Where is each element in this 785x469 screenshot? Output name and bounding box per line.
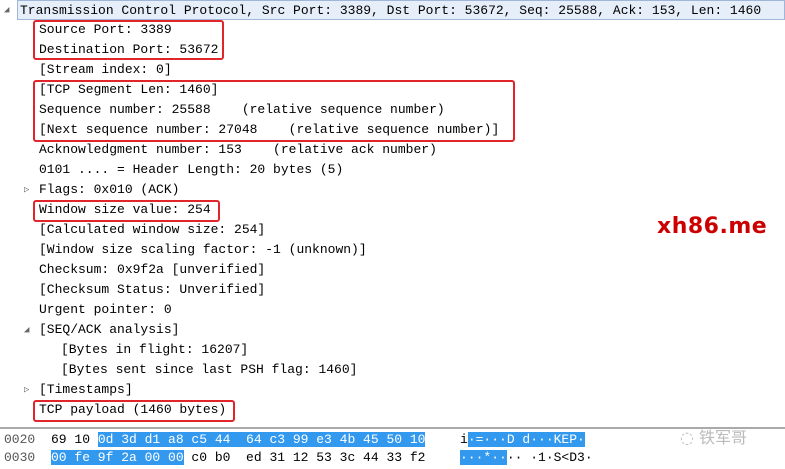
wechat-watermark-text: 铁军哥 [699,428,748,447]
hex-bytes-selhex[interactable]: 0d 3d d1 a8 c5 44 64 c3 99 e3 4b 45 50 1… [97,432,426,447]
collapsed-triangle-icon[interactable]: ▷ [24,185,30,195]
hex-bytes[interactable]: 69 10 0d 3d d1 a8 c5 44 64 c3 99 e3 4b 4… [51,431,426,449]
hex-bytes-plain[interactable]: 69 10 [51,432,98,447]
tree-item[interactable]: [TCP Segment Len: 1460] [39,82,219,97]
tree-item[interactable]: [Window size scaling factor: -1 (unknown… [39,242,367,257]
hex-bytes[interactable]: 00 fe 9f 2a 00 00 c0 b0 ed 31 12 53 3c 4… [51,449,425,467]
ascii-ascii_plain[interactable]: i [460,432,468,447]
highlight-box-window [33,200,220,222]
tree-item[interactable]: [Next sequence number: 27048 (relative s… [39,122,500,137]
tree-item[interactable]: Source Port: 3389 [39,22,172,37]
tree-item[interactable]: [Bytes sent since last PSH flag: 1460] [61,362,358,377]
tree-item[interactable]: Checksum: 0x9f2a [unverified] [39,262,266,277]
hex-offset[interactable]: 0020 [4,432,36,447]
tree-item[interactable]: 0101 .... = Header Length: 20 bytes (5) [39,162,344,177]
tree-item[interactable]: Acknowledgment number: 153 (relative ack… [39,142,437,157]
wechat-watermark: ◌ 铁军哥 [680,428,748,447]
tree-item[interactable]: Flags: 0x010 (ACK) [39,182,180,197]
tcp-tree-header[interactable]: Transmission Control Protocol, Src Port:… [17,0,785,20]
tree-item[interactable]: [SEQ/ACK analysis] [39,322,180,337]
highlight-box-payload [33,400,235,422]
highlight-box-ports [33,20,224,60]
tree-item[interactable]: [Bytes in flight: 16207] [61,342,249,357]
tree-item[interactable]: Sequence number: 25588 (relative sequenc… [39,102,445,117]
collapsed-triangle-icon[interactable]: ▷ [24,385,30,395]
hex-ascii[interactable]: ···*···· ·1·S<D3· [460,449,593,467]
ascii-ascii_sel[interactable]: ·=···D d···KEP· [467,432,585,447]
ascii-ascii_rest[interactable]: ·· ·1·S<D3· [506,450,593,465]
hex-bytes-rest[interactable]: c0 b0 ed 31 12 53 3c 44 33 f2 [183,450,426,465]
hex-offset[interactable]: 0030 [4,450,36,465]
highlight-box-sequence [33,80,515,142]
tree-item[interactable]: Window size value: 254 [39,202,211,217]
ascii-ascii_sel[interactable]: ···*·· [460,450,507,465]
tree-item[interactable]: [Timestamps] [39,382,133,397]
tree-item[interactable]: [Stream index: 0] [39,62,172,77]
tree-item[interactable]: TCP payload (1460 bytes) [39,402,227,417]
tree-item[interactable]: [Calculated window size: 254] [39,222,266,237]
expanded-triangle-icon[interactable]: ◢ [24,325,30,335]
watermark: xh86.me [657,214,768,239]
hex-ascii[interactable]: i·=···D d···KEP· [460,431,585,449]
hex-bytes-selhex[interactable]: 00 fe 9f 2a 00 00 [51,450,184,465]
tree-item[interactable]: Urgent pointer: 0 [39,302,172,317]
pane-divider[interactable] [0,427,785,429]
tree-item[interactable]: Destination Port: 53672 [39,42,219,57]
expand-triangle-icon[interactable]: ◢ [4,5,10,15]
tree-item[interactable]: [Checksum Status: Unverified] [39,282,266,297]
